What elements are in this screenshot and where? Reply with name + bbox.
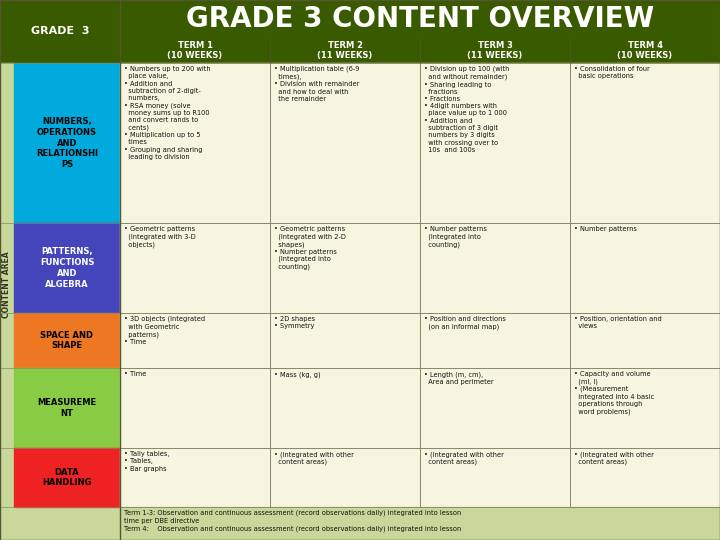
Text: • (Integrated with other
  content areas): • (Integrated with other content areas) <box>424 451 504 465</box>
Text: TERM 3
(11 WEEKS): TERM 3 (11 WEEKS) <box>467 41 523 60</box>
Text: • Capacity and volume
  (ml, l)
• (Measurement
  integrated into 4 basic
  opera: • Capacity and volume (ml, l) • (Measure… <box>574 371 654 415</box>
Text: • 2D shapes
• Symmetry: • 2D shapes • Symmetry <box>274 316 315 329</box>
Text: • Consolidation of four
  basic operations: • Consolidation of four basic operations <box>574 66 649 79</box>
Text: DATA
HANDLING: DATA HANDLING <box>42 468 91 488</box>
Bar <box>14 63 120 223</box>
Bar <box>120 368 270 448</box>
Bar <box>270 368 420 448</box>
Bar <box>420 223 570 313</box>
Text: Term 1-3: Observation and continuous assessment (record observations daily) inte: Term 1-3: Observation and continuous ass… <box>124 510 462 532</box>
Text: • Number patterns: • Number patterns <box>574 226 637 232</box>
Bar <box>420 448 570 507</box>
Text: • (Integrated with other
  content areas): • (Integrated with other content areas) <box>274 451 354 465</box>
Text: • 3D objects (Integrated
  with Geometric
  patterns)
• Time: • 3D objects (Integrated with Geometric … <box>124 316 205 345</box>
Bar <box>570 313 720 368</box>
Bar <box>120 448 270 507</box>
Text: • Geometric patterns
  (Integrated with 3-D
  objects): • Geometric patterns (Integrated with 3-… <box>124 226 196 247</box>
Text: PATTERNS,
FUNCTIONS
AND
ALGEBRA: PATTERNS, FUNCTIONS AND ALGEBRA <box>40 247 94 288</box>
Text: • Length (m, cm),
  Area and perimeter: • Length (m, cm), Area and perimeter <box>424 371 494 384</box>
Text: GRADE  3: GRADE 3 <box>31 26 89 37</box>
Bar <box>420 368 570 448</box>
Bar <box>14 448 120 507</box>
Bar <box>120 223 270 313</box>
Text: TERM 1
(10 WEEKS): TERM 1 (10 WEEKS) <box>168 41 222 60</box>
Text: CONTENT AREA: CONTENT AREA <box>2 252 12 318</box>
Text: TERM 2
(11 WEEKS): TERM 2 (11 WEEKS) <box>318 41 373 60</box>
Text: • Position, orientation and
  views: • Position, orientation and views <box>574 316 662 329</box>
Bar <box>120 507 720 540</box>
Text: • Tally tables,
• Tables,
• Bar graphs: • Tally tables, • Tables, • Bar graphs <box>124 451 169 471</box>
Bar <box>0 63 14 507</box>
Bar <box>120 0 720 38</box>
Text: NUMBERS,
OPERATIONS
AND
RELATIONSHI
PS: NUMBERS, OPERATIONS AND RELATIONSHI PS <box>36 117 98 169</box>
Text: MEASUREME
NT: MEASUREME NT <box>37 398 96 418</box>
Bar <box>14 368 120 448</box>
Bar <box>270 223 420 313</box>
Bar <box>0 0 120 63</box>
Bar <box>120 63 270 223</box>
Bar <box>120 38 270 63</box>
Bar <box>420 38 570 63</box>
Bar <box>570 38 720 63</box>
Bar <box>14 223 120 313</box>
Text: GRADE 3 CONTENT OVERVIEW: GRADE 3 CONTENT OVERVIEW <box>186 5 654 33</box>
Text: • Number patterns
  (Integrated into
  counting): • Number patterns (Integrated into count… <box>424 226 487 247</box>
Bar <box>570 368 720 448</box>
Bar <box>270 448 420 507</box>
Text: • Numbers up to 200 with
  place value,
• Addition and
  subtraction of 2-digit-: • Numbers up to 200 with place value, • … <box>124 66 211 160</box>
Bar <box>420 313 570 368</box>
Text: • Mass (kg, g): • Mass (kg, g) <box>274 371 320 377</box>
Bar <box>14 313 120 368</box>
Text: • Division up to 100 (with
  and without remainder)
• Sharing leading to
  fract: • Division up to 100 (with and without r… <box>424 66 509 153</box>
Bar <box>420 63 570 223</box>
Bar <box>570 63 720 223</box>
Text: • Position and directions
  (on an informal map): • Position and directions (on an informa… <box>424 316 506 330</box>
Text: • Geometric patterns
  (Integrated with 2-D
  shapes)
• Number patterns
  (Integ: • Geometric patterns (Integrated with 2-… <box>274 226 346 270</box>
Bar <box>570 223 720 313</box>
Bar <box>270 38 420 63</box>
Bar <box>270 313 420 368</box>
Text: SPACE AND
SHAPE: SPACE AND SHAPE <box>40 330 94 350</box>
Text: • Time: • Time <box>124 371 146 377</box>
Text: TERM 4
(10 WEEKS): TERM 4 (10 WEEKS) <box>618 41 672 60</box>
Bar <box>270 63 420 223</box>
Text: • Multiplication table (6-9
  times),
• Division with remainder
  and how to dea: • Multiplication table (6-9 times), • Di… <box>274 66 359 102</box>
Text: • (Integrated with other
  content areas): • (Integrated with other content areas) <box>574 451 654 465</box>
Bar <box>570 448 720 507</box>
Bar <box>120 313 270 368</box>
